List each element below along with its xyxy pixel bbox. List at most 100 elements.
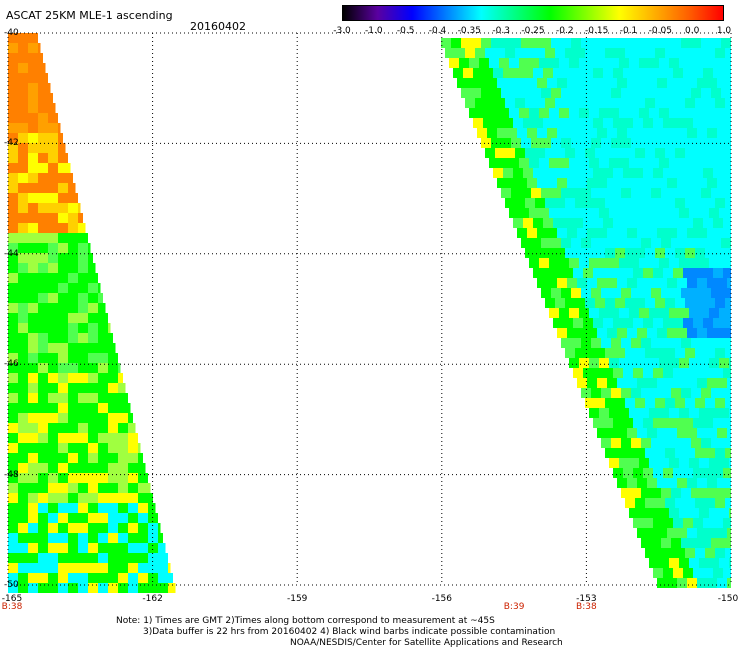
swath-cell — [581, 38, 591, 48]
swath-cell — [28, 483, 38, 493]
swath-cell — [589, 158, 599, 168]
swath-cell — [541, 288, 551, 298]
swath-cell — [118, 563, 128, 573]
swath-cell — [523, 118, 533, 128]
swath-cell — [659, 558, 669, 568]
swath-cell — [78, 443, 88, 453]
swath-cell — [28, 343, 38, 353]
swath-cell — [605, 348, 615, 358]
swath-cell — [98, 563, 108, 573]
swath-cell — [98, 293, 103, 303]
swath-cell — [567, 178, 577, 188]
swath-cell — [28, 223, 38, 233]
swath-cell — [48, 543, 58, 553]
swath-cell — [8, 223, 18, 233]
swath-cell — [641, 288, 651, 298]
swath-cell — [645, 198, 655, 208]
swath-cell — [703, 268, 713, 278]
swath-cell — [48, 473, 58, 483]
swath-cell — [8, 93, 18, 103]
swath-cell — [625, 248, 635, 258]
swath-cell — [108, 343, 116, 353]
swath-cell — [563, 168, 573, 178]
swath-cell — [625, 398, 635, 408]
swath-cell — [653, 68, 663, 78]
swath-cell — [68, 463, 78, 473]
swath-cell — [705, 348, 715, 358]
swath-cell — [569, 58, 579, 68]
swath-cell — [18, 273, 28, 283]
swath-cell — [28, 323, 38, 333]
swath-cell — [539, 108, 549, 118]
swath-cell — [68, 323, 78, 333]
swath-cell — [621, 488, 631, 498]
swath-cell — [643, 68, 653, 78]
swath-cell — [591, 38, 601, 48]
swath-cell — [18, 503, 28, 513]
swath-cell — [88, 443, 98, 453]
swath-cell — [555, 198, 565, 208]
swath-cell — [661, 438, 671, 448]
swath-cell — [8, 453, 18, 463]
swath-cell — [695, 198, 705, 208]
swath-cell — [18, 393, 28, 403]
swath-cell — [721, 388, 731, 398]
swath-cell — [58, 353, 68, 363]
swath-cell — [601, 238, 611, 248]
swath-cell — [599, 308, 609, 318]
swath-cell — [637, 278, 647, 288]
swath-cell — [38, 273, 48, 283]
swath-cell — [459, 58, 469, 68]
swath-cell — [663, 518, 673, 528]
swath-cell — [671, 188, 681, 198]
swath-cell — [38, 423, 48, 433]
swath-cell — [675, 298, 685, 308]
swath-cell — [609, 58, 619, 68]
swath-cell — [649, 458, 659, 468]
swath-cell — [707, 528, 717, 538]
swath-cell — [108, 543, 118, 553]
swath-cell — [631, 438, 641, 448]
swath-cell — [673, 568, 683, 578]
swath-cell — [98, 423, 108, 433]
swath-cell — [158, 563, 168, 573]
note-line-2: 3)Data buffer is 22 hrs from 20160402 4)… — [143, 627, 556, 637]
swath-cell — [487, 128, 497, 138]
swath-cell — [545, 298, 555, 308]
swath-cell — [78, 453, 88, 463]
swath-cell — [98, 513, 108, 523]
swath-cell — [675, 148, 685, 158]
swath-cell — [689, 358, 699, 368]
swath-cell — [701, 288, 711, 298]
swath-cell — [723, 418, 731, 428]
swath-cell — [663, 68, 673, 78]
swath-cell — [98, 413, 108, 423]
swath-cell — [561, 338, 571, 348]
swath-cell — [607, 278, 617, 288]
swath-cell — [38, 263, 48, 273]
swath-cell — [713, 68, 723, 78]
swath-cell — [517, 128, 527, 138]
swath-cell — [78, 393, 88, 403]
swath-cell — [118, 433, 128, 443]
swath-cell — [665, 248, 675, 258]
swath-cell — [8, 203, 18, 213]
swath-cell — [18, 553, 28, 563]
swath-cell — [615, 248, 625, 258]
swath-cell — [128, 503, 138, 513]
swath-cell — [659, 458, 669, 468]
swath-cell — [727, 528, 731, 538]
swath-cell — [58, 203, 68, 213]
swath-cell — [717, 278, 727, 288]
swath-cell — [18, 153, 28, 163]
swath-cell — [587, 328, 597, 338]
swath-cell — [677, 128, 687, 138]
swath-cell — [679, 258, 689, 268]
swath-cell — [677, 428, 687, 438]
swath-cell — [28, 263, 38, 273]
swath-cell — [28, 523, 38, 533]
swath-cell — [78, 523, 88, 533]
swath-cell — [657, 478, 667, 488]
swath-cell — [8, 33, 18, 43]
swath-cell — [653, 368, 663, 378]
